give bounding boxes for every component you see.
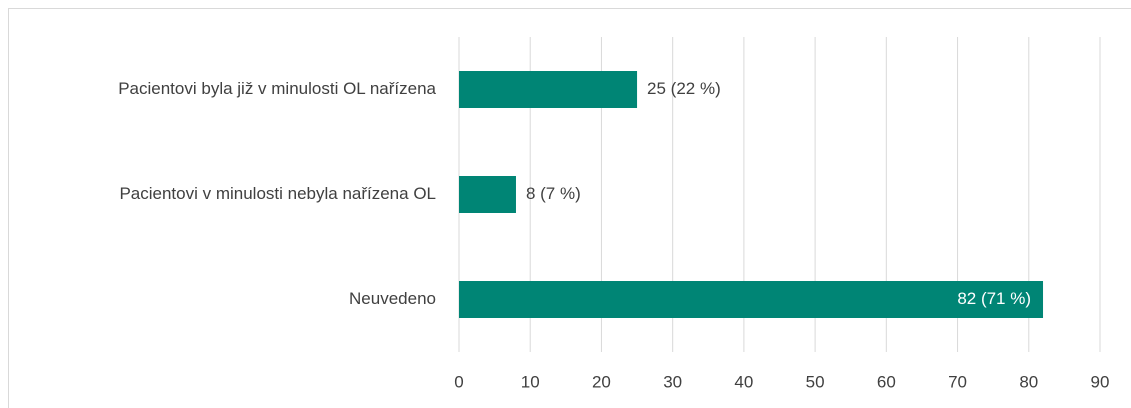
- data-label: 25 (22 %): [647, 79, 721, 98]
- y-tick-label: Pacientovi v minulosti nebyla nařízena O…: [119, 184, 436, 203]
- bar: [459, 281, 1044, 318]
- x-tick-label: 90: [1091, 372, 1110, 391]
- data-label: 8 (7 %): [526, 184, 581, 203]
- x-tick-label: 20: [592, 372, 611, 391]
- y-tick-label: Neuvedeno: [349, 289, 436, 308]
- x-tick-label: 70: [948, 372, 967, 391]
- x-tick-label: 80: [1019, 372, 1038, 391]
- bar: [459, 71, 638, 108]
- x-tick-label: 10: [521, 372, 540, 391]
- y-tick-label: Pacientovi byla již v minulosti OL naříz…: [118, 79, 436, 98]
- x-tick-label: 40: [734, 372, 753, 391]
- x-tick-label: 50: [806, 372, 825, 391]
- bar: [459, 176, 516, 213]
- x-tick-label: 0: [454, 372, 463, 391]
- data-label: 82 (71 %): [957, 289, 1031, 308]
- chart-frame: [8, 8, 1131, 408]
- x-tick-label: 60: [877, 372, 896, 391]
- x-tick-label: 30: [663, 372, 682, 391]
